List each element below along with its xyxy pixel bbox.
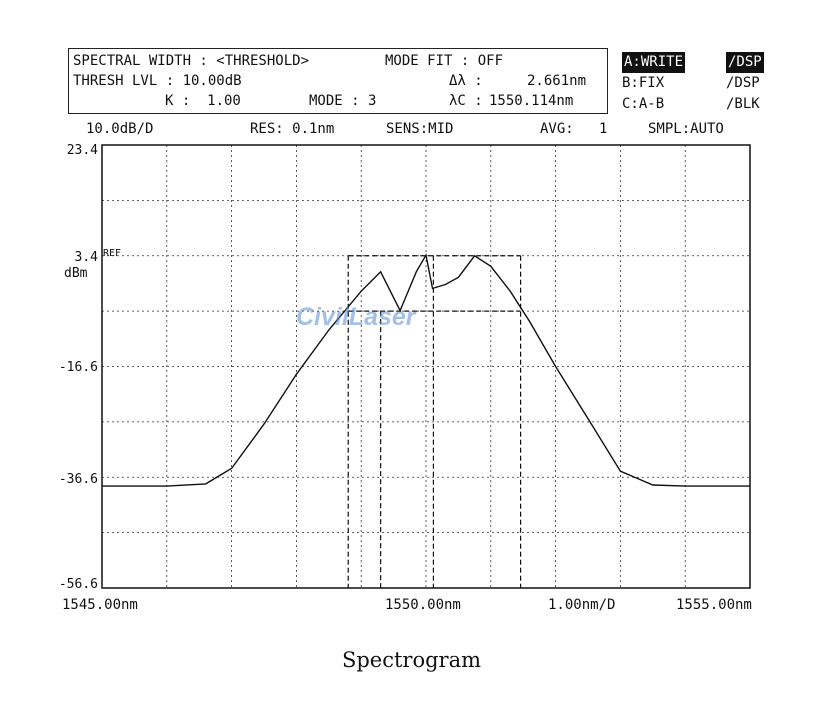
y-tick-label: -56.6 bbox=[58, 577, 98, 592]
spectral-width-label: SPECTRAL WIDTH : <THRESHOLD> bbox=[73, 53, 310, 69]
mode-value-label: MODE : 3 bbox=[309, 93, 377, 109]
mode-fit-label: MODE FIT : OFF bbox=[385, 53, 504, 69]
figure-caption: Spectrogram bbox=[341, 648, 482, 672]
lambda-c-value: 1550.114nm bbox=[489, 93, 574, 109]
plot-frame bbox=[101, 144, 751, 589]
y-tick-label: -16.6 bbox=[58, 360, 98, 375]
trace-menu: A:WRITE /DSP B:FIX /DSP C:A-B /BLK bbox=[622, 52, 772, 115]
thresh-level-label: THRESH LVL : 10.00dB bbox=[73, 73, 242, 89]
trace-b-suffix: /DSP bbox=[726, 75, 760, 91]
trace-a-item[interactable]: A:WRITE /DSP bbox=[622, 52, 772, 73]
x-center-label: 1550.00nm bbox=[385, 597, 461, 613]
spectrum-trace bbox=[102, 253, 750, 487]
lambda-c-label: λC : bbox=[449, 93, 483, 109]
trace-c-suffix: /BLK bbox=[726, 96, 760, 112]
delta-lambda-label: Δλ : bbox=[449, 73, 483, 89]
y-tick-label: 3.4 bbox=[74, 250, 98, 265]
sensitivity-param: SENS:MID bbox=[386, 121, 454, 137]
y-tick-label: 23.4 bbox=[66, 143, 98, 158]
average-param: AVG: 1 bbox=[540, 121, 608, 137]
trace-a-label: A:WRITE bbox=[622, 52, 686, 73]
threshold-box bbox=[347, 255, 522, 588]
x-end-label: 1555.00nm bbox=[676, 597, 752, 613]
sampling-param: SMPL:AUTO bbox=[648, 121, 724, 137]
trace-c-label: C:A-B bbox=[622, 96, 665, 112]
resolution-param: RES: 0.1nm bbox=[250, 121, 335, 137]
delta-lambda-value: 2.661nm bbox=[527, 73, 587, 89]
watermark-logo: CivilLaser bbox=[296, 303, 416, 331]
k-value-label: K : 1.00 bbox=[165, 93, 241, 109]
ref-marker-label: REF bbox=[103, 248, 122, 259]
trace-b-item[interactable]: B:FIX /DSP bbox=[622, 73, 772, 94]
trace-c-item[interactable]: C:A-B /BLK bbox=[622, 94, 772, 115]
chart-grid bbox=[102, 145, 750, 588]
y-unit-label: dBm bbox=[64, 266, 88, 281]
y-tick-label: -36.6 bbox=[58, 472, 98, 487]
scale-param: 10.0dB/D bbox=[86, 121, 154, 137]
x-start-label: 1545.00nm bbox=[62, 597, 138, 613]
trace-a-suffix: /DSP bbox=[726, 52, 764, 73]
trace-b-label: B:FIX bbox=[622, 75, 665, 91]
x-scale-label: 1.00nm/D bbox=[548, 597, 616, 613]
status-header: SPECTRAL WIDTH : <THRESHOLD> MODE FIT : … bbox=[68, 48, 608, 114]
